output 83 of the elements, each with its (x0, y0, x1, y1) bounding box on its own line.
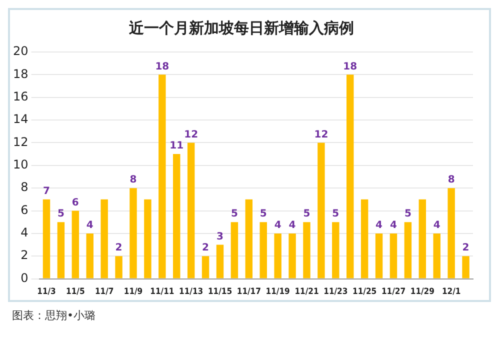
y-tick-label: 0 (20, 270, 28, 285)
x-tick-label: 11/11 (150, 287, 174, 298)
x-tick-label: 11/29 (410, 287, 434, 298)
x-tick-label: 11/9 (124, 287, 143, 298)
data-label: 4 (288, 220, 296, 232)
x-tick-label: 11/5 (66, 287, 85, 298)
x-tick-label: 11/27 (381, 287, 406, 298)
data-label: 11 (170, 140, 184, 152)
y-tick-label: 4 (20, 226, 28, 240)
x-tick-label: 11/3 (37, 287, 56, 298)
bar (448, 188, 455, 278)
data-label: 5 (57, 208, 64, 220)
data-label: 18 (155, 61, 170, 72)
bar (130, 188, 137, 278)
bar (346, 74, 354, 278)
data-label: 2 (202, 242, 210, 254)
data-label: 5 (303, 208, 310, 220)
bar (216, 244, 224, 278)
x-tick-label: 11/19 (266, 287, 290, 298)
text: 图表：思翔•小璐 (12, 308, 96, 323)
data-label: 8 (130, 174, 137, 186)
data-label: 12 (314, 129, 328, 140)
y-tick-label: 6 (20, 202, 28, 217)
bar (332, 222, 340, 278)
bar (245, 199, 253, 278)
x-tick-label: 11/25 (352, 287, 377, 298)
bar (318, 142, 325, 278)
chart-title: 近一个月新加坡每日新增输入病例 (128, 18, 354, 37)
bar (144, 199, 152, 278)
data-label: 2 (115, 242, 122, 254)
data-label: 4 (274, 220, 282, 232)
data-label: 6 (72, 197, 79, 208)
bar (72, 210, 80, 278)
y-tick-label: 18 (12, 66, 28, 81)
data-label: 5 (404, 208, 412, 220)
data-label: 4 (433, 220, 440, 232)
bar (100, 199, 108, 278)
bar (173, 154, 180, 278)
x-tick-label: 11/7 (94, 287, 114, 298)
y-tick-label: 8 (20, 180, 28, 194)
bar (260, 222, 267, 278)
bar (418, 199, 426, 278)
data-label: 5 (260, 208, 267, 220)
y-tick-label: 2 (20, 248, 28, 262)
data-label: 4 (86, 220, 94, 232)
bar (404, 222, 412, 278)
data-label: 4 (390, 220, 397, 232)
data-label: 5 (230, 208, 238, 220)
data-label: 5 (332, 208, 340, 220)
data-label: 3 (216, 231, 224, 242)
data-label: 12 (184, 129, 198, 140)
data-label: 7 (43, 186, 50, 198)
bar (57, 222, 65, 278)
y-tick-label: 16 (12, 89, 28, 104)
bar (390, 233, 398, 278)
data-label: 18 (343, 61, 358, 72)
bar (303, 222, 310, 278)
x-tick-label: 11/23 (324, 287, 348, 298)
y-tick-label: 14 (12, 112, 28, 126)
bar (462, 256, 470, 278)
bar (433, 233, 440, 278)
bar (202, 256, 210, 278)
bar (86, 233, 94, 278)
bar (360, 199, 368, 278)
bar (274, 233, 282, 278)
bar (230, 222, 238, 278)
x-tick-label: 11/15 (208, 287, 232, 298)
data-label: 4 (376, 220, 383, 232)
bar (115, 256, 122, 278)
data-label: 2 (462, 242, 470, 254)
x-tick-label: 12/1 (442, 287, 461, 298)
y-tick-label: 12 (12, 134, 28, 149)
y-tick-label: 10 (12, 158, 28, 172)
y-tick-label: 20 (12, 44, 28, 58)
data-label: 8 (448, 174, 455, 186)
bar (42, 199, 50, 278)
x-tick-label: 11/17 (236, 287, 261, 298)
x-tick-label: 11/13 (179, 287, 204, 298)
bar (375, 233, 383, 278)
bar (158, 74, 166, 278)
bar (288, 233, 296, 278)
bar (187, 142, 195, 278)
x-tick-label: 11/21 (294, 287, 319, 298)
